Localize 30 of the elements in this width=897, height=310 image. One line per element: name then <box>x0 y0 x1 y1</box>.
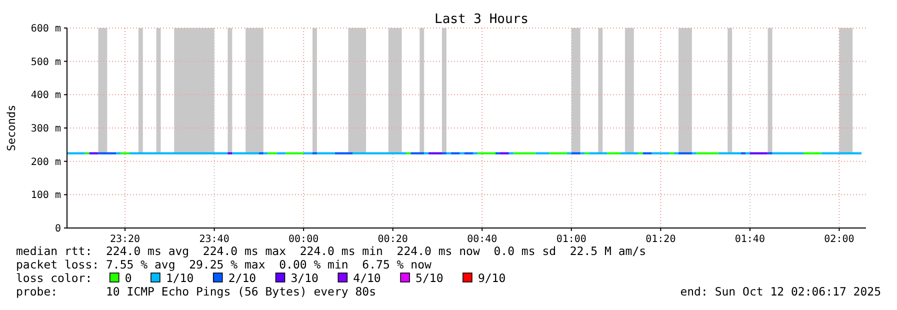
x-tick-label: 23:20 <box>110 234 140 245</box>
y-tick-label: 300 m <box>30 124 61 134</box>
x-tick-label: 00:00 <box>288 234 319 245</box>
x-tick-label: 01:00 <box>556 234 586 245</box>
y-tick-label: 400 m <box>30 90 61 102</box>
x-tick-label: 01:20 <box>646 234 676 245</box>
y-tick-label: 100 m <box>30 190 61 202</box>
text: end: Sun Oct 12 02:06:17 2025 <box>680 284 881 298</box>
legend-label: 5/10 <box>416 271 444 285</box>
chart-title: Last 3 Hours <box>434 12 528 27</box>
x-tick-label: 00:20 <box>378 234 408 245</box>
y-tick-label: 0 <box>54 224 61 234</box>
y-tick-label: 600 m <box>30 24 61 34</box>
text: median rtt: 224.0 ms avg 224.0 ms max 224.0 ms min 224.0 ms now 0.0 ms sd 22.5 M am/s <box>16 244 646 258</box>
text: probe: 10 ICMP Echo Pings (56 Bytes) every 80s <box>16 284 376 298</box>
x-tick-label: 00:40 <box>467 234 498 245</box>
legend-label: 1/10 <box>166 271 194 285</box>
legend-title: loss color: <box>16 271 92 285</box>
legend-label: 4/10 <box>353 271 381 285</box>
x-tick-label: 02:00 <box>824 234 854 245</box>
y-axis-title: Seconds <box>5 104 18 152</box>
legend-label: 0 <box>124 271 132 285</box>
x-tick-label: 01:40 <box>734 234 765 245</box>
x-tick-label: 23:40 <box>199 234 230 245</box>
legend-label: 3/10 <box>290 271 319 285</box>
legend-label: 2/10 <box>228 271 256 285</box>
legend-label: 9/10 <box>478 271 506 285</box>
y-tick-label: 500 m <box>30 56 61 68</box>
text: packet loss: 7.55 % avg 29.25 % max 0.00 % min 6.75 % now <box>16 258 432 272</box>
y-tick-label: 200 m <box>30 156 61 168</box>
